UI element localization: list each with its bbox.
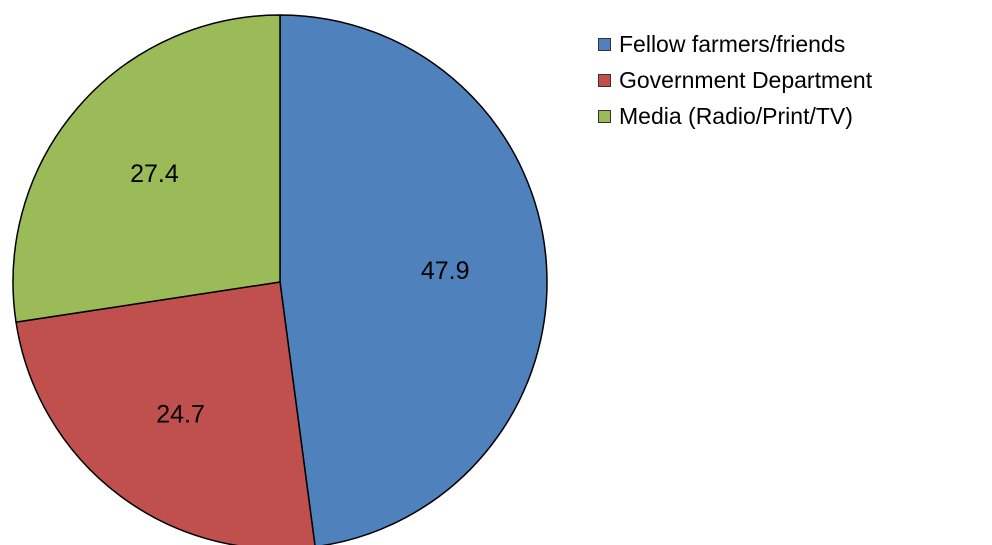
pie-slice-government-department (15, 281, 316, 545)
pie-slice-media (12, 14, 281, 323)
legend-label-government-department: Government Department (619, 66, 873, 93)
legend-label-fellow-farmers: Fellow farmers/friends (619, 30, 846, 57)
data-label-fellow-farmers: 47.9 (421, 257, 470, 285)
legend-swatch-media (598, 109, 611, 123)
legend-item-media: Media (Radio/Print/TV) (598, 98, 872, 134)
legend-swatch-fellow-farmers (598, 37, 611, 51)
legend-label-media: Media (Radio/Print/TV) (619, 102, 853, 129)
legend-item-fellow-farmers: Fellow farmers/friends (598, 26, 872, 62)
data-label-government-department: 24.7 (156, 400, 205, 428)
data-label-media: 27.4 (130, 160, 179, 188)
legend: Fellow farmers/friends Government Depart… (598, 26, 872, 134)
pie-slice-fellow-farmers (279, 14, 548, 545)
legend-item-government-department: Government Department (598, 62, 872, 98)
legend-swatch-government-department (598, 73, 611, 87)
